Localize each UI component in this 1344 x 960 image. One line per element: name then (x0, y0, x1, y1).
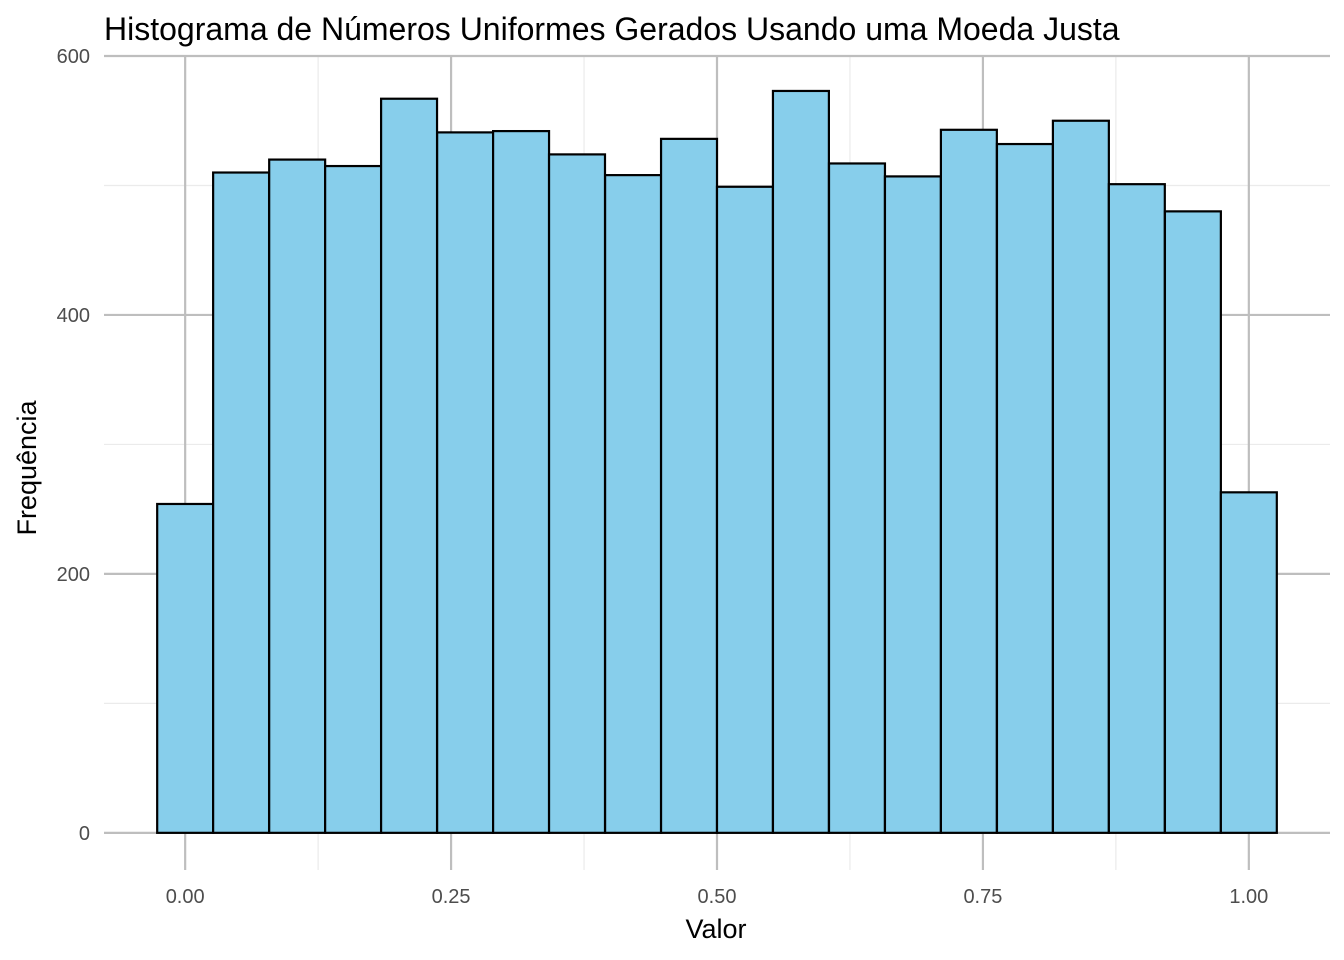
y-axis-title: Frequência (12, 399, 42, 535)
histogram-bar (659, 137, 719, 834)
histogram-bar (547, 153, 607, 834)
histogram-bar (604, 174, 663, 834)
x-tick-label: 0.25 (432, 886, 471, 908)
histogram-bar (715, 185, 775, 834)
chart-title: Histograma de Números Uniformes Gerados … (104, 11, 1120, 47)
y-tick-label: 600 (57, 46, 90, 68)
histogram-bar (1163, 210, 1222, 834)
histogram-bar (939, 128, 998, 834)
histogram-bar (1219, 491, 1278, 834)
histogram-bar (156, 502, 215, 834)
histogram-bar (324, 164, 383, 834)
histogram-bar (1107, 183, 1166, 834)
x-tick-label: 1.00 (1229, 886, 1268, 908)
y-tick-label: 0 (79, 823, 90, 845)
histogram-bar (268, 158, 327, 834)
histogram-bar (436, 131, 495, 834)
y-tick-labels: 0 200 400 600 (57, 46, 90, 845)
histogram-bar (379, 97, 439, 834)
y-tick-label: 200 (57, 564, 90, 586)
histogram-bar (491, 129, 551, 834)
histogram-bar (771, 89, 830, 834)
histogram-bar (883, 175, 943, 834)
x-tick-labels: 0.00 0.25 0.50 0.75 1.00 (166, 886, 1269, 908)
x-tick-label: 0.00 (166, 886, 205, 908)
x-axis-title: Valor (685, 914, 746, 944)
histogram-bar (995, 142, 1055, 834)
histogram-bar (212, 171, 271, 834)
x-tick-label: 0.50 (698, 886, 737, 908)
histogram-bar (827, 162, 887, 834)
histogram-bar (1051, 119, 1110, 834)
bars (156, 89, 1278, 834)
x-tick-label: 0.75 (963, 886, 1002, 908)
y-tick-label: 400 (57, 305, 90, 327)
